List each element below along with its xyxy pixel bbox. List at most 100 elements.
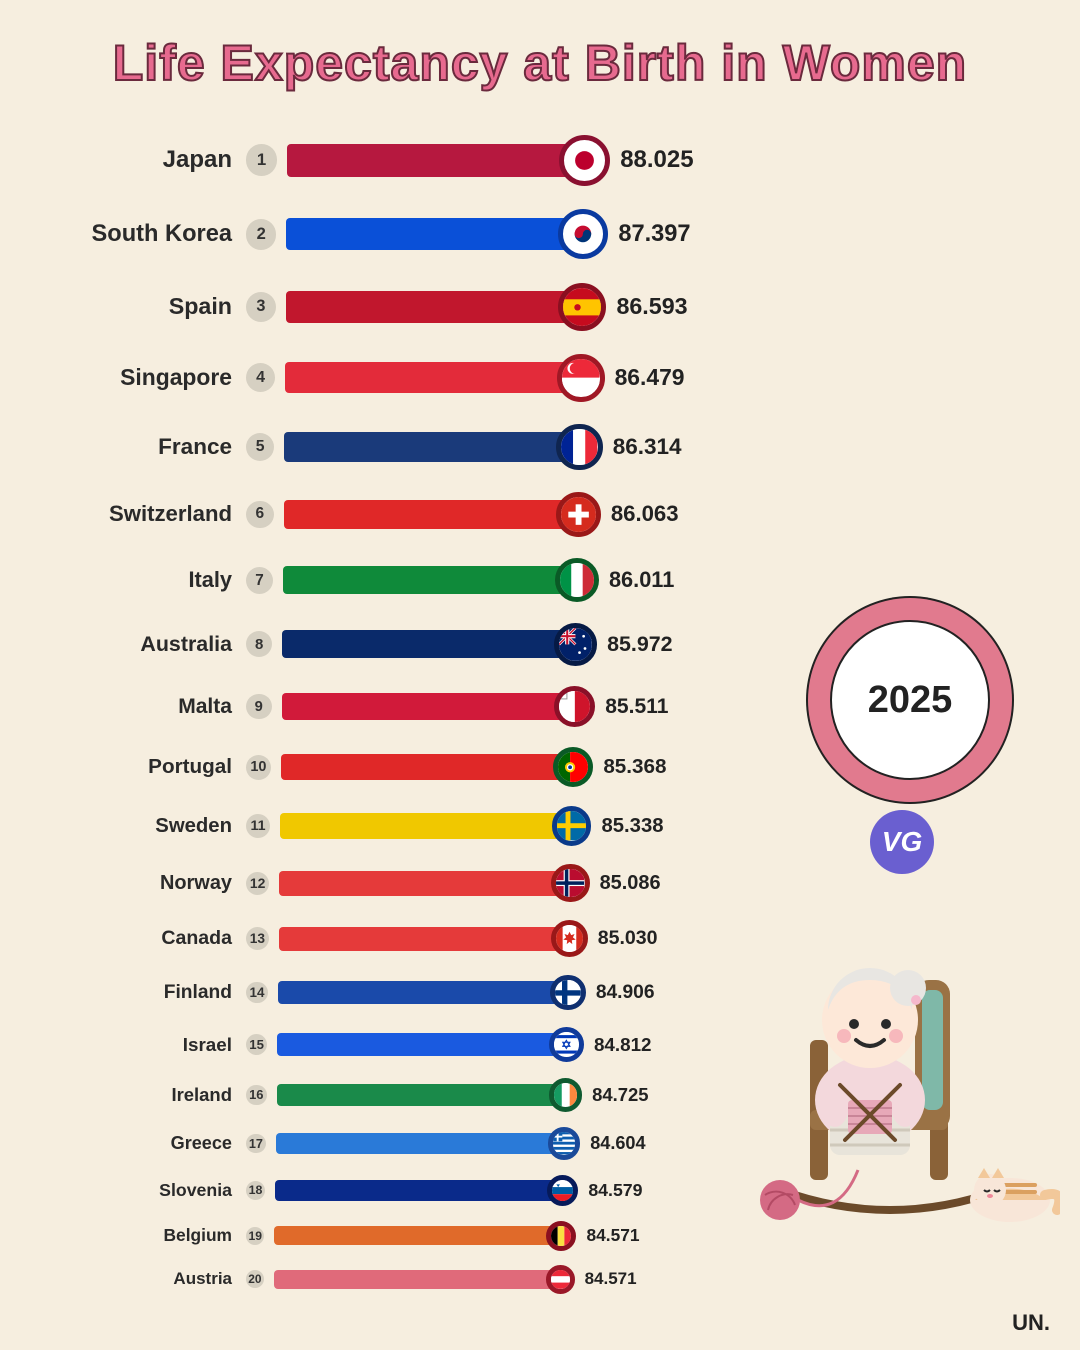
chart-row: Greece 17 84.604 [0,1125,760,1163]
chart-row: Canada1385.030 [0,917,760,961]
value-label: 86.063 [601,501,679,527]
country-label: South Korea [0,221,240,248]
rank-badge: 11 [246,814,270,838]
rank-badge: 4 [246,363,275,392]
chart-row: Finland1484.906 [0,971,760,1013]
chart-row: Sweden1185.338 [0,803,760,849]
value-label: 85.511 [595,695,668,719]
country-label: Switzerland [0,501,240,527]
country-label: Belgium [0,1225,240,1246]
country-label: France [0,434,240,460]
rank-badge: 15 [246,1034,267,1055]
country-label: Portugal [0,755,240,779]
bar [285,362,565,393]
source-label: UN. [1012,1310,1050,1336]
value-label: 86.593 [606,293,687,320]
chart-row: Spain3 86.593 [0,278,760,335]
bar [279,927,559,951]
bar-chart: Japan188.025South Korea287.397Spain386.5… [0,130,760,1305]
year-label: 2025 [868,679,953,722]
chart-row: Ireland1684.725 [0,1075,760,1114]
country-label: Austria [0,1269,240,1289]
country-label: Slovenia [0,1180,240,1201]
flag-icon [549,1078,583,1112]
vg-logo-text: VG [882,826,922,858]
value-label: 84.604 [580,1133,645,1154]
country-label: Spain [0,293,240,320]
value-label: 88.025 [610,146,693,174]
flag-icon [556,492,601,537]
bar [279,871,559,896]
country-label: Malta [0,695,240,719]
bar [286,291,566,322]
rank-badge: 3 [246,292,276,322]
chart-row: Austria 20 84.571 [0,1262,760,1296]
value-label: 84.579 [578,1180,642,1201]
country-label: Italy [0,567,240,593]
bar [287,144,567,177]
vg-logo-badge: VG [870,810,934,874]
flag-icon [556,424,602,470]
flag-icon [559,135,610,186]
rank-badge: 2 [246,219,276,249]
rank-badge: 10 [246,755,271,780]
value-label: 85.368 [593,755,666,779]
rank-badge: 19 [246,1227,264,1245]
year-badge: 2025 [830,620,990,780]
value-label: 85.030 [588,927,658,950]
country-label: Finland [0,982,240,1004]
flag-icon [558,283,607,332]
flag-icon [557,354,605,402]
bar [280,813,560,838]
rank-badge: 8 [246,631,272,657]
bar [286,218,566,250]
flag-icon [558,209,608,259]
rank-badge: 13 [246,927,269,950]
chart-row: Norway1285.086 [0,861,760,906]
flag-icon [553,747,594,788]
rank-badge: 9 [246,694,272,720]
flag-icon [555,558,599,602]
flag-icon [547,1175,578,1206]
value-label: 84.571 [575,1269,637,1289]
country-label: Australia [0,632,240,657]
bar [274,1226,554,1245]
chart-row: Israel1584.812 [0,1024,760,1065]
value-label: 85.972 [597,632,672,657]
flag-icon [548,1127,580,1159]
flag-icon [549,1027,584,1062]
flag-icon [551,920,588,957]
value-label: 87.397 [608,221,690,248]
grandma-knitting-illustration [740,900,1060,1230]
rank-badge: 20 [246,1270,264,1288]
country-label: Sweden [0,815,240,838]
country-label: Singapore [0,364,240,391]
value-label: 84.812 [584,1034,652,1056]
chart-row: Switzerland6 86.063 [0,488,760,541]
flag-icon [552,806,591,845]
bar [277,1033,557,1055]
bar [275,1180,555,1200]
country-label: Norway [0,872,240,895]
rank-badge: 17 [246,1134,266,1154]
rank-badge: 5 [246,433,274,461]
rank-badge: 14 [246,982,268,1004]
chart-title: Life Expectancy at Birth in Women [0,0,1080,92]
flag-icon [546,1221,576,1251]
rank-badge: 6 [246,501,274,529]
rank-badge: 1 [246,144,277,175]
bar [281,754,561,780]
chart-row: Malta9 85.511 [0,682,760,731]
chart-row: Belgium1984.571 [0,1218,760,1253]
flag-icon [551,864,589,902]
flag-icon [554,623,597,666]
bar [277,1084,557,1106]
country-label: Greece [0,1133,240,1154]
bar [283,566,563,594]
bar [278,981,558,1004]
bar [284,432,564,462]
chart-row: Singapore486.479 [0,350,760,406]
flag-icon [546,1265,575,1294]
country-label: Ireland [0,1084,240,1106]
bar [282,693,562,720]
